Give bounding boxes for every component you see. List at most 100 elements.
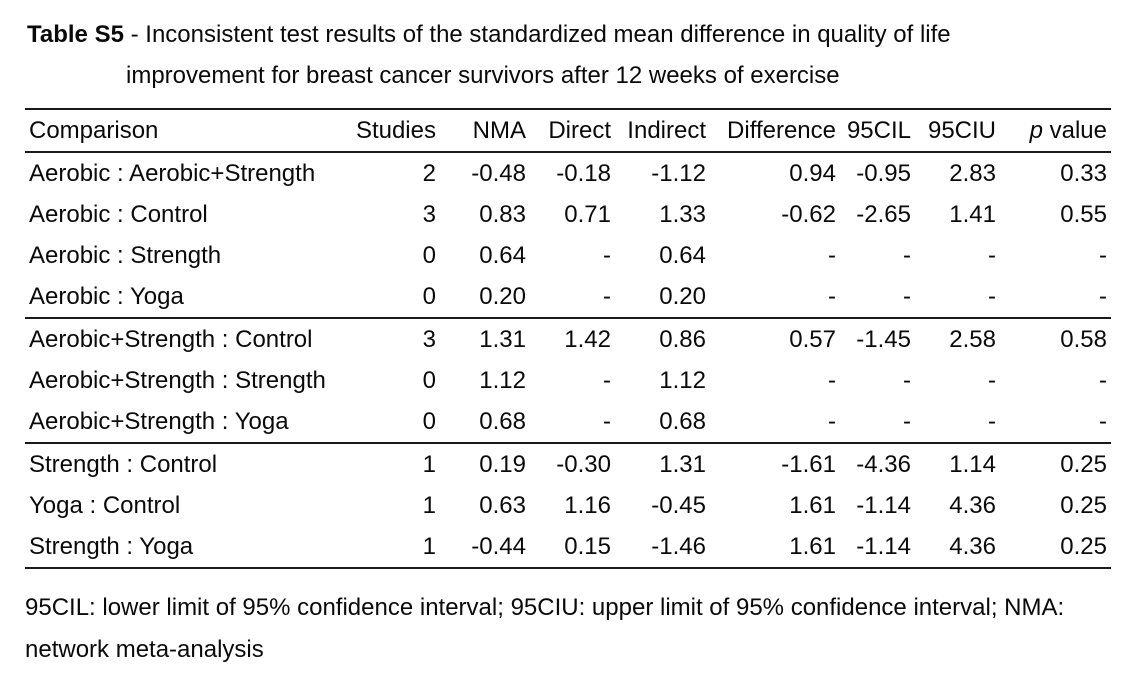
cell-ciu: 4.36	[949, 532, 996, 560]
cell-indirect: 1.12	[659, 366, 706, 394]
cell-p: 0.55	[1060, 200, 1107, 228]
cell-direct: 0.71	[564, 200, 611, 228]
cell-p: 0.25	[1060, 450, 1107, 478]
cell-ciu: 1.41	[949, 200, 996, 228]
cell-ciu: 2.83	[949, 159, 996, 187]
cell-p: 0.25	[1060, 532, 1107, 560]
cell-indirect: 1.33	[659, 200, 706, 228]
cell-ciu: -	[988, 241, 996, 269]
cell-studies: 1	[422, 532, 436, 560]
cell-comparison: Aerobic+Strength : Yoga	[29, 407, 289, 435]
column-header-cil: 95CIL	[846, 116, 911, 144]
cell-p: -	[1099, 407, 1107, 435]
cell-comparison: Aerobic : Yoga	[29, 282, 184, 310]
cell-nma: 0.20	[479, 282, 526, 310]
cell-p: 0.33	[1060, 159, 1107, 187]
cell-direct: -0.30	[556, 450, 611, 478]
cell-cil: -1.14	[856, 532, 911, 560]
cell-direct: -	[603, 241, 611, 269]
cell-studies: 2	[422, 159, 436, 187]
cell-studies: 3	[422, 200, 436, 228]
cell-indirect: 1.31	[659, 450, 706, 478]
column-header-direct: Direct	[548, 116, 611, 144]
cell-indirect: -0.45	[651, 491, 706, 519]
table-row: Aerobic+Strength : Yoga 0 0.68 - 0.68 - - - -	[25, 401, 1111, 443]
cell-indirect: -1.12	[651, 159, 706, 187]
cell-studies: 0	[422, 366, 436, 394]
cell-p: -	[1099, 366, 1107, 394]
cell-direct: 0.15	[564, 532, 611, 560]
cell-direct: -	[603, 407, 611, 435]
cell-comparison: Aerobic : Strength	[29, 241, 222, 269]
cell-direct: 1.42	[564, 325, 611, 353]
cell-ciu: -	[988, 407, 996, 435]
cell-difference: -0.62	[781, 200, 836, 228]
cell-difference: -	[828, 241, 836, 269]
cell-comparison: Strength : Yoga	[29, 532, 194, 560]
table-row: Aerobic : Aerobic+Strength 2 -0.48 -0.18 -1.…	[25, 152, 1111, 194]
table-row: Strength : Yoga 1 -0.44 0.15 -1.46 1.61 -1.14 4…	[25, 526, 1111, 568]
cell-comparison: Aerobic : Aerobic+Strength	[29, 159, 316, 187]
column-header-nma: NMA	[472, 116, 526, 144]
table-caption: Table S5 - Inconsistent test results of …	[27, 14, 1143, 96]
cell-nma: 0.68	[479, 407, 526, 435]
cell-difference: 0.94	[789, 159, 836, 187]
cell-nma: -0.48	[471, 159, 526, 187]
column-header-comparison: Comparison	[29, 116, 159, 144]
cell-comparison: Aerobic+Strength : Control	[29, 325, 313, 353]
cell-difference: -	[828, 282, 836, 310]
table-row: Yoga : Control 1 0.63 1.16 -0.45 1.61 -1.14 4.3…	[25, 485, 1111, 526]
cell-difference: 1.61	[789, 491, 836, 519]
cell-ciu: -	[988, 282, 996, 310]
column-header-indirect: Indirect	[627, 116, 706, 144]
cell-comparison: Aerobic : Control	[29, 200, 208, 228]
cell-cil: -1.14	[856, 491, 911, 519]
cell-difference: -1.61	[781, 450, 836, 478]
cell-p: -	[1099, 241, 1107, 269]
table-caption-line1: Table S5 - Inconsistent test results of …	[27, 14, 1143, 55]
table-number: Table S5	[27, 21, 124, 48]
table-caption-line2: improvement for breast cancer survivors …	[126, 62, 840, 89]
footnote-line1: 95CIL: lower limit of 95% confidence int…	[25, 594, 1065, 621]
cell-indirect: 0.68	[659, 407, 706, 435]
cell-cil: -1.45	[856, 325, 911, 353]
column-header-p: p value	[1029, 116, 1107, 144]
cell-comparison: Strength : Control	[29, 450, 218, 478]
cell-cil: -	[903, 241, 911, 269]
cell-cil: -2.65	[856, 200, 911, 228]
cell-studies: 0	[422, 407, 436, 435]
cell-comparison: Aerobic+Strength : Strength	[29, 366, 326, 394]
table-body: Aerobic : Aerobic+Strength 2 -0.48 -0.18 -1.…	[25, 152, 1111, 568]
cell-nma: 1.12	[479, 366, 526, 394]
header-row: Comparison Studies NMA Direct Indirect Differ…	[25, 109, 1111, 152]
cell-nma: -0.44	[471, 532, 526, 560]
cell-indirect: 0.64	[659, 241, 706, 269]
cell-p: 0.25	[1060, 491, 1107, 519]
column-header-difference: Difference	[727, 116, 836, 144]
cell-direct: -	[603, 366, 611, 394]
cell-nma: 1.31	[479, 325, 526, 353]
cell-indirect: 0.86	[659, 325, 706, 353]
cell-difference: -	[828, 407, 836, 435]
table-row: Strength : Control 1 0.19 -0.30 1.31 -1.61 -4.…	[25, 443, 1111, 485]
cell-indirect: 0.20	[659, 282, 706, 310]
table-row: Aerobic+Strength : Control 3 1.31 1.42 0.86 0…	[25, 318, 1111, 360]
cell-cil: -	[903, 366, 911, 394]
cell-direct: -	[603, 282, 611, 310]
cell-nma: 0.64	[479, 241, 526, 269]
table-row: Aerobic+Strength : Strength 0 1.12 - 1.12 - - -…	[25, 360, 1111, 401]
cell-cil: -4.36	[856, 450, 911, 478]
cell-nma: 0.19	[479, 450, 526, 478]
cell-nma: 0.83	[479, 200, 526, 228]
cell-p: -	[1099, 282, 1107, 310]
cell-nma: 0.63	[479, 491, 526, 519]
table-header: Comparison Studies NMA Direct Indirect Differ…	[25, 109, 1111, 152]
table-caption-text: - Inconsistent test results of the stand…	[130, 21, 951, 48]
table-row: Aerobic : Strength 0 0.64 - 0.64 - - - -	[25, 235, 1111, 276]
footnote-line2: network meta-analysis	[25, 636, 264, 663]
cell-ciu: 2.58	[949, 325, 996, 353]
column-header-italic-p: p	[1029, 116, 1043, 144]
cell-cil: -	[903, 407, 911, 435]
cell-p: 0.58	[1060, 325, 1107, 353]
